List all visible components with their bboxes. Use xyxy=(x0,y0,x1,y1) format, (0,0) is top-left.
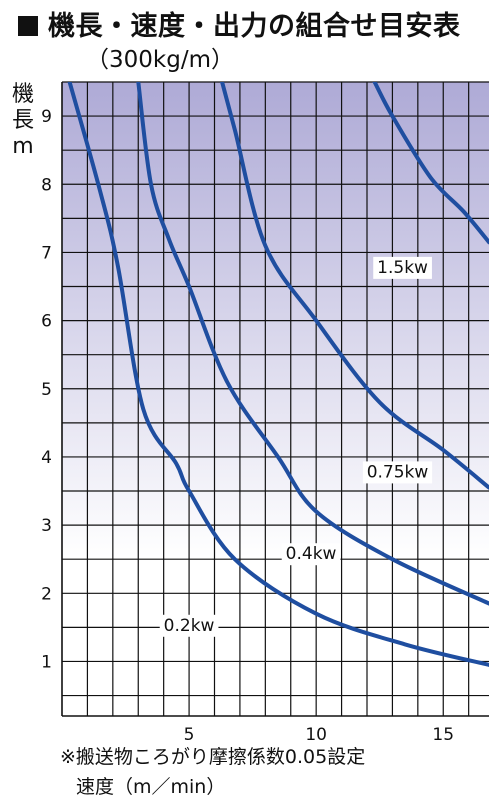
y-tick-label: 8 xyxy=(41,175,52,195)
x-tick-label: 5 xyxy=(184,725,195,745)
series-line-3 xyxy=(372,82,489,245)
tick-labels: 5 10 15 1 2 3 4 5 6 7 8 9 xyxy=(41,107,454,745)
plot-background xyxy=(62,82,489,716)
series-label-bg-1 xyxy=(281,543,341,566)
series-label-2: 0.75kw xyxy=(367,462,429,482)
x-axis-label: 速度（m／min） xyxy=(76,776,226,798)
x-tick-label: 15 xyxy=(432,725,454,745)
y-tick-label: 2 xyxy=(41,584,52,604)
x-tick-label: 10 xyxy=(305,725,327,745)
series-label-bg-2 xyxy=(362,461,433,484)
series-line-2 xyxy=(220,82,489,490)
y-tick-label: 4 xyxy=(41,448,52,468)
series-line-1 xyxy=(136,82,489,606)
series-line-0 xyxy=(67,82,489,667)
y-tick-label: 9 xyxy=(41,107,52,127)
series-label-3: 1.5kw xyxy=(377,258,428,278)
series-label-bg-0 xyxy=(159,614,219,637)
series-label-1: 0.4kw xyxy=(286,544,337,564)
y-axis-label: 機長 m xyxy=(11,82,34,159)
y-tick-label: 6 xyxy=(41,312,52,332)
y-tick-label: 3 xyxy=(41,516,52,536)
y-tick-label: 1 xyxy=(41,652,52,672)
series-label-0: 0.2kw xyxy=(164,616,215,636)
chart-title-text: 機長・速度・出力の組合せ目安表 xyxy=(48,11,461,42)
y-tick-label: 7 xyxy=(41,243,52,263)
footnote: ※搬送物ころがり摩擦係数0.05設定 xyxy=(60,746,366,768)
chart-subtitle: （300kg/m） xyxy=(86,47,234,73)
y-tick-label: 5 xyxy=(41,380,52,400)
series-labels: 0.2kw 0.4kw 0.75kw 1.5kw xyxy=(159,256,433,637)
chart-title: 機長・速度・出力の組合せ目安表 xyxy=(18,4,461,43)
square-bullet-icon xyxy=(18,16,38,36)
series-lines xyxy=(67,82,489,667)
series-label-bg-3 xyxy=(373,256,432,279)
